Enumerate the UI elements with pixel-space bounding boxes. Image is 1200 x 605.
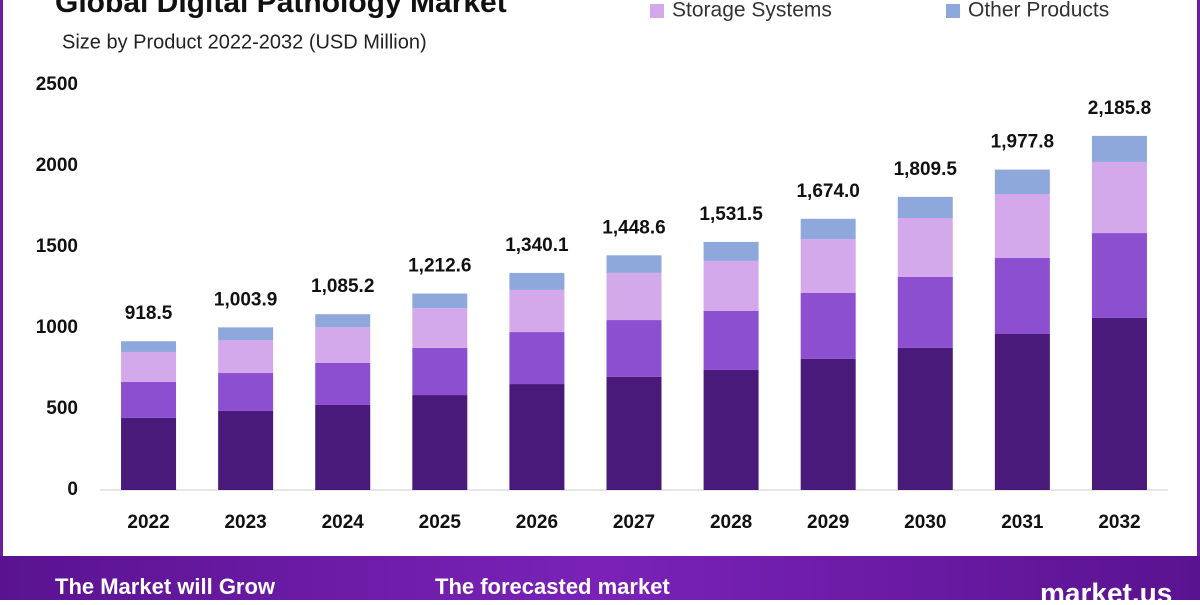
bar-segment (218, 410, 274, 490)
bar-segment (703, 260, 759, 311)
bar-segment (315, 362, 371, 405)
bar-segment (1091, 161, 1147, 234)
y-tick-label: 500 (46, 398, 78, 419)
bar-segment (703, 241, 759, 261)
bar-segment (897, 347, 953, 490)
bar-segment (509, 332, 565, 385)
bar-segment (606, 376, 662, 490)
bar-segment (412, 347, 468, 396)
bar-segment (412, 308, 468, 348)
total-label: 1,531.5 (699, 204, 763, 225)
bar-segment (315, 404, 371, 490)
bar-segment (509, 384, 565, 490)
bar-segment (606, 320, 662, 377)
bar-segment (315, 327, 371, 363)
banner (0, 556, 1200, 600)
total-label: 1,809.5 (894, 159, 958, 180)
bar-segment (1091, 233, 1147, 318)
bar-segment (800, 239, 856, 294)
x-tick-label: 2027 (613, 512, 655, 533)
bar-segment (994, 169, 1050, 195)
bar-segment (897, 196, 953, 219)
x-tick-label: 2030 (904, 512, 946, 533)
bar-segment (412, 395, 468, 490)
legend-swatch (650, 4, 664, 18)
bar-segment (218, 339, 274, 374)
banner-brand: market.us (1040, 577, 1172, 600)
bar-segment (800, 358, 856, 490)
x-tick-label: 2025 (419, 512, 462, 533)
bar-segment (800, 293, 856, 359)
total-label: 1,003.9 (214, 289, 277, 310)
total-label: 918.5 (125, 303, 173, 324)
total-label: 1,340.1 (505, 235, 569, 256)
total-label: 1,085.2 (311, 276, 374, 297)
bar-segment (703, 310, 759, 370)
y-tick-label: 1500 (36, 236, 78, 257)
bar-segment (315, 314, 371, 328)
total-label: 2,185.8 (1088, 98, 1151, 119)
bar-segment (897, 218, 953, 277)
chart-title: Global Digital Pathology Market (55, 0, 507, 19)
y-tick-label: 1000 (36, 317, 78, 338)
banner-text: The Market will Grow (55, 574, 276, 599)
total-label: 1,448.6 (602, 217, 665, 238)
y-tick-label: 2500 (36, 74, 78, 95)
x-tick-label: 2023 (224, 512, 266, 533)
bar-segment (800, 218, 856, 240)
banner-text: The forecasted market (435, 574, 670, 599)
bar-segment (509, 272, 565, 290)
y-tick-label: 2000 (36, 155, 78, 176)
frame-right (1197, 0, 1200, 600)
x-tick-label: 2031 (1001, 512, 1044, 533)
y-tick-label: 0 (67, 479, 78, 500)
x-tick-label: 2028 (710, 512, 752, 533)
legend-label: Storage Systems (672, 0, 832, 22)
total-label: 1,977.8 (991, 132, 1054, 153)
bar-segment (121, 351, 177, 382)
bar-segment (1091, 135, 1147, 162)
legend-swatch (946, 4, 960, 18)
x-tick-label: 2022 (127, 512, 169, 533)
chart-subtitle: Size by Product 2022-2032 (USD Million) (62, 31, 427, 53)
bar-segment (897, 276, 953, 348)
total-label: 1,674.0 (796, 181, 859, 202)
bar-segment (121, 417, 177, 490)
bar-segment (412, 293, 468, 309)
bar-segment (703, 369, 759, 490)
bar-segment (218, 373, 274, 411)
bar-segment (121, 341, 177, 352)
x-tick-label: 2029 (807, 512, 849, 533)
x-tick-label: 2026 (516, 512, 558, 533)
bar-segment (994, 333, 1050, 490)
frame-left (0, 0, 3, 600)
bar-segment (218, 327, 274, 340)
x-tick-label: 2024 (322, 512, 365, 533)
legend-label: Other Products (968, 0, 1109, 22)
bar-segment (121, 381, 177, 418)
bar-segment (509, 289, 565, 333)
bar-segment (606, 255, 662, 273)
total-label: 1,212.6 (408, 256, 471, 277)
bar-segment (1091, 317, 1147, 490)
x-tick-label: 2032 (1098, 512, 1140, 533)
bar-segment (994, 258, 1050, 334)
bar-segment (606, 272, 662, 321)
bar-segment (994, 194, 1050, 259)
